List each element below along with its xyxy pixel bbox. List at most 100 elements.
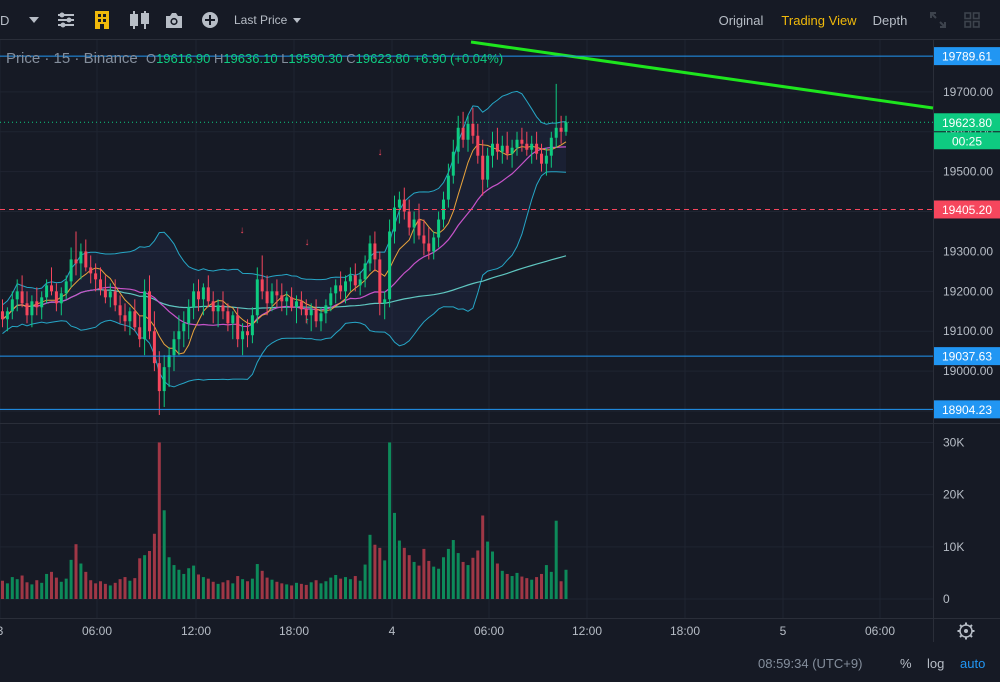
volume-bar[interactable] [79,563,83,599]
volume-bar[interactable] [491,551,494,599]
candle-body[interactable] [25,303,29,316]
candle-body[interactable] [177,331,181,340]
volume-bar[interactable] [348,579,352,599]
volume-bar[interactable] [192,565,196,599]
volume-bar[interactable] [89,580,93,599]
candle-body[interactable] [515,139,519,148]
candle-body[interactable] [412,219,416,228]
tab-original[interactable]: Original [712,0,770,40]
candle-body[interactable] [260,279,264,292]
price-type-dropdown[interactable]: Last Price [234,0,308,40]
volume-bar[interactable] [476,550,480,599]
candle-body[interactable] [299,301,303,310]
candle-body[interactable] [152,331,156,364]
volume-bar[interactable] [339,578,343,599]
exchange-building-icon[interactable] [90,0,114,40]
candle-body[interactable] [295,301,298,308]
candle-body[interactable] [84,251,88,268]
volume-bar[interactable] [432,566,436,599]
candle-body[interactable] [486,155,490,180]
log-scale-toggle[interactable]: log [927,656,945,671]
volume-bar[interactable] [329,577,333,599]
candle-body[interactable] [427,243,431,252]
volume-bar[interactable] [299,583,303,599]
volume-bar[interactable] [530,579,534,599]
volume-bar[interactable] [138,558,142,599]
candle-body[interactable] [226,311,230,324]
candle-body[interactable] [329,293,333,306]
candle-body[interactable] [138,327,142,340]
volume-bar[interactable] [275,581,279,599]
volume-bar[interactable] [54,577,58,599]
candle-body[interactable] [348,275,352,282]
candle-body[interactable] [5,311,9,320]
candle-body[interactable] [471,123,475,136]
candle-body[interactable] [461,127,465,140]
volume-bar[interactable] [84,571,88,599]
candle-body[interactable] [481,155,485,180]
volume-bar[interactable] [236,576,240,599]
volume-bar[interactable] [69,559,73,599]
volume-bar[interactable] [201,577,205,599]
volume-bar[interactable] [108,585,112,599]
volume-bar[interactable] [94,583,98,599]
volume-bar[interactable] [466,565,470,599]
candle-body[interactable] [45,285,49,298]
candle-body[interactable] [241,331,245,340]
volume-bar[interactable] [544,565,548,599]
candle-body[interactable] [192,291,196,308]
candle-body[interactable] [432,237,436,252]
candle-body[interactable] [94,273,98,280]
auto-scale-toggle[interactable]: auto [960,656,986,671]
volume-bar[interactable] [187,568,191,599]
volume-bar[interactable] [15,579,19,599]
volume-bar[interactable] [40,582,44,599]
candle-body[interactable] [59,293,63,304]
candle-body[interactable] [113,291,117,306]
candle-body[interactable] [79,251,83,264]
volume-bar[interactable] [495,563,499,599]
volume-bar[interactable] [344,577,347,599]
candle-body[interactable] [358,279,362,286]
settings-gear-icon[interactable] [957,622,975,640]
candle-body[interactable] [270,291,274,304]
volume-bar[interactable] [123,577,127,599]
candle-body[interactable] [544,155,548,164]
candle-body[interactable] [187,307,191,324]
fullscreen-expand-icon[interactable] [926,0,950,40]
candle-body[interactable] [554,127,558,138]
candle-body[interactable] [446,175,450,200]
volume-bar[interactable] [535,577,539,599]
candle-body[interactable] [250,315,254,336]
clock-timezone[interactable]: 08:59:34 (UTC+9) [758,656,863,671]
layout-grid-icon[interactable] [960,0,984,40]
volume-bar[interactable] [378,547,382,599]
candle-body[interactable] [339,285,343,292]
candle-body[interactable] [530,143,534,150]
volume-bar[interactable] [172,565,176,599]
candle-body[interactable] [162,367,166,392]
volume-bar[interactable] [250,578,254,599]
volume-bar[interactable] [451,540,455,599]
volume-bar[interactable] [211,581,215,599]
volume-bar[interactable] [388,442,392,599]
volume-bar[interactable] [221,582,225,599]
candle-body[interactable] [99,279,102,290]
volume-bar[interactable] [510,576,514,599]
candle-body[interactable] [1,311,4,320]
candle-body[interactable] [118,305,122,316]
volume-bar[interactable] [540,573,543,599]
volume-bar[interactable] [422,548,426,599]
volume-bar[interactable] [554,520,558,599]
candle-body[interactable] [246,331,249,336]
volume-bar[interactable] [314,580,318,599]
candle-body[interactable] [520,139,524,144]
volume-bar[interactable] [417,565,421,599]
candle-body[interactable] [510,147,514,154]
candle-body[interactable] [388,231,392,300]
volume-bar[interactable] [152,533,156,599]
candle-body[interactable] [167,355,171,368]
volume-bar[interactable] [397,540,401,599]
volume-bar[interactable] [157,442,161,599]
candle-body[interactable] [103,289,107,298]
